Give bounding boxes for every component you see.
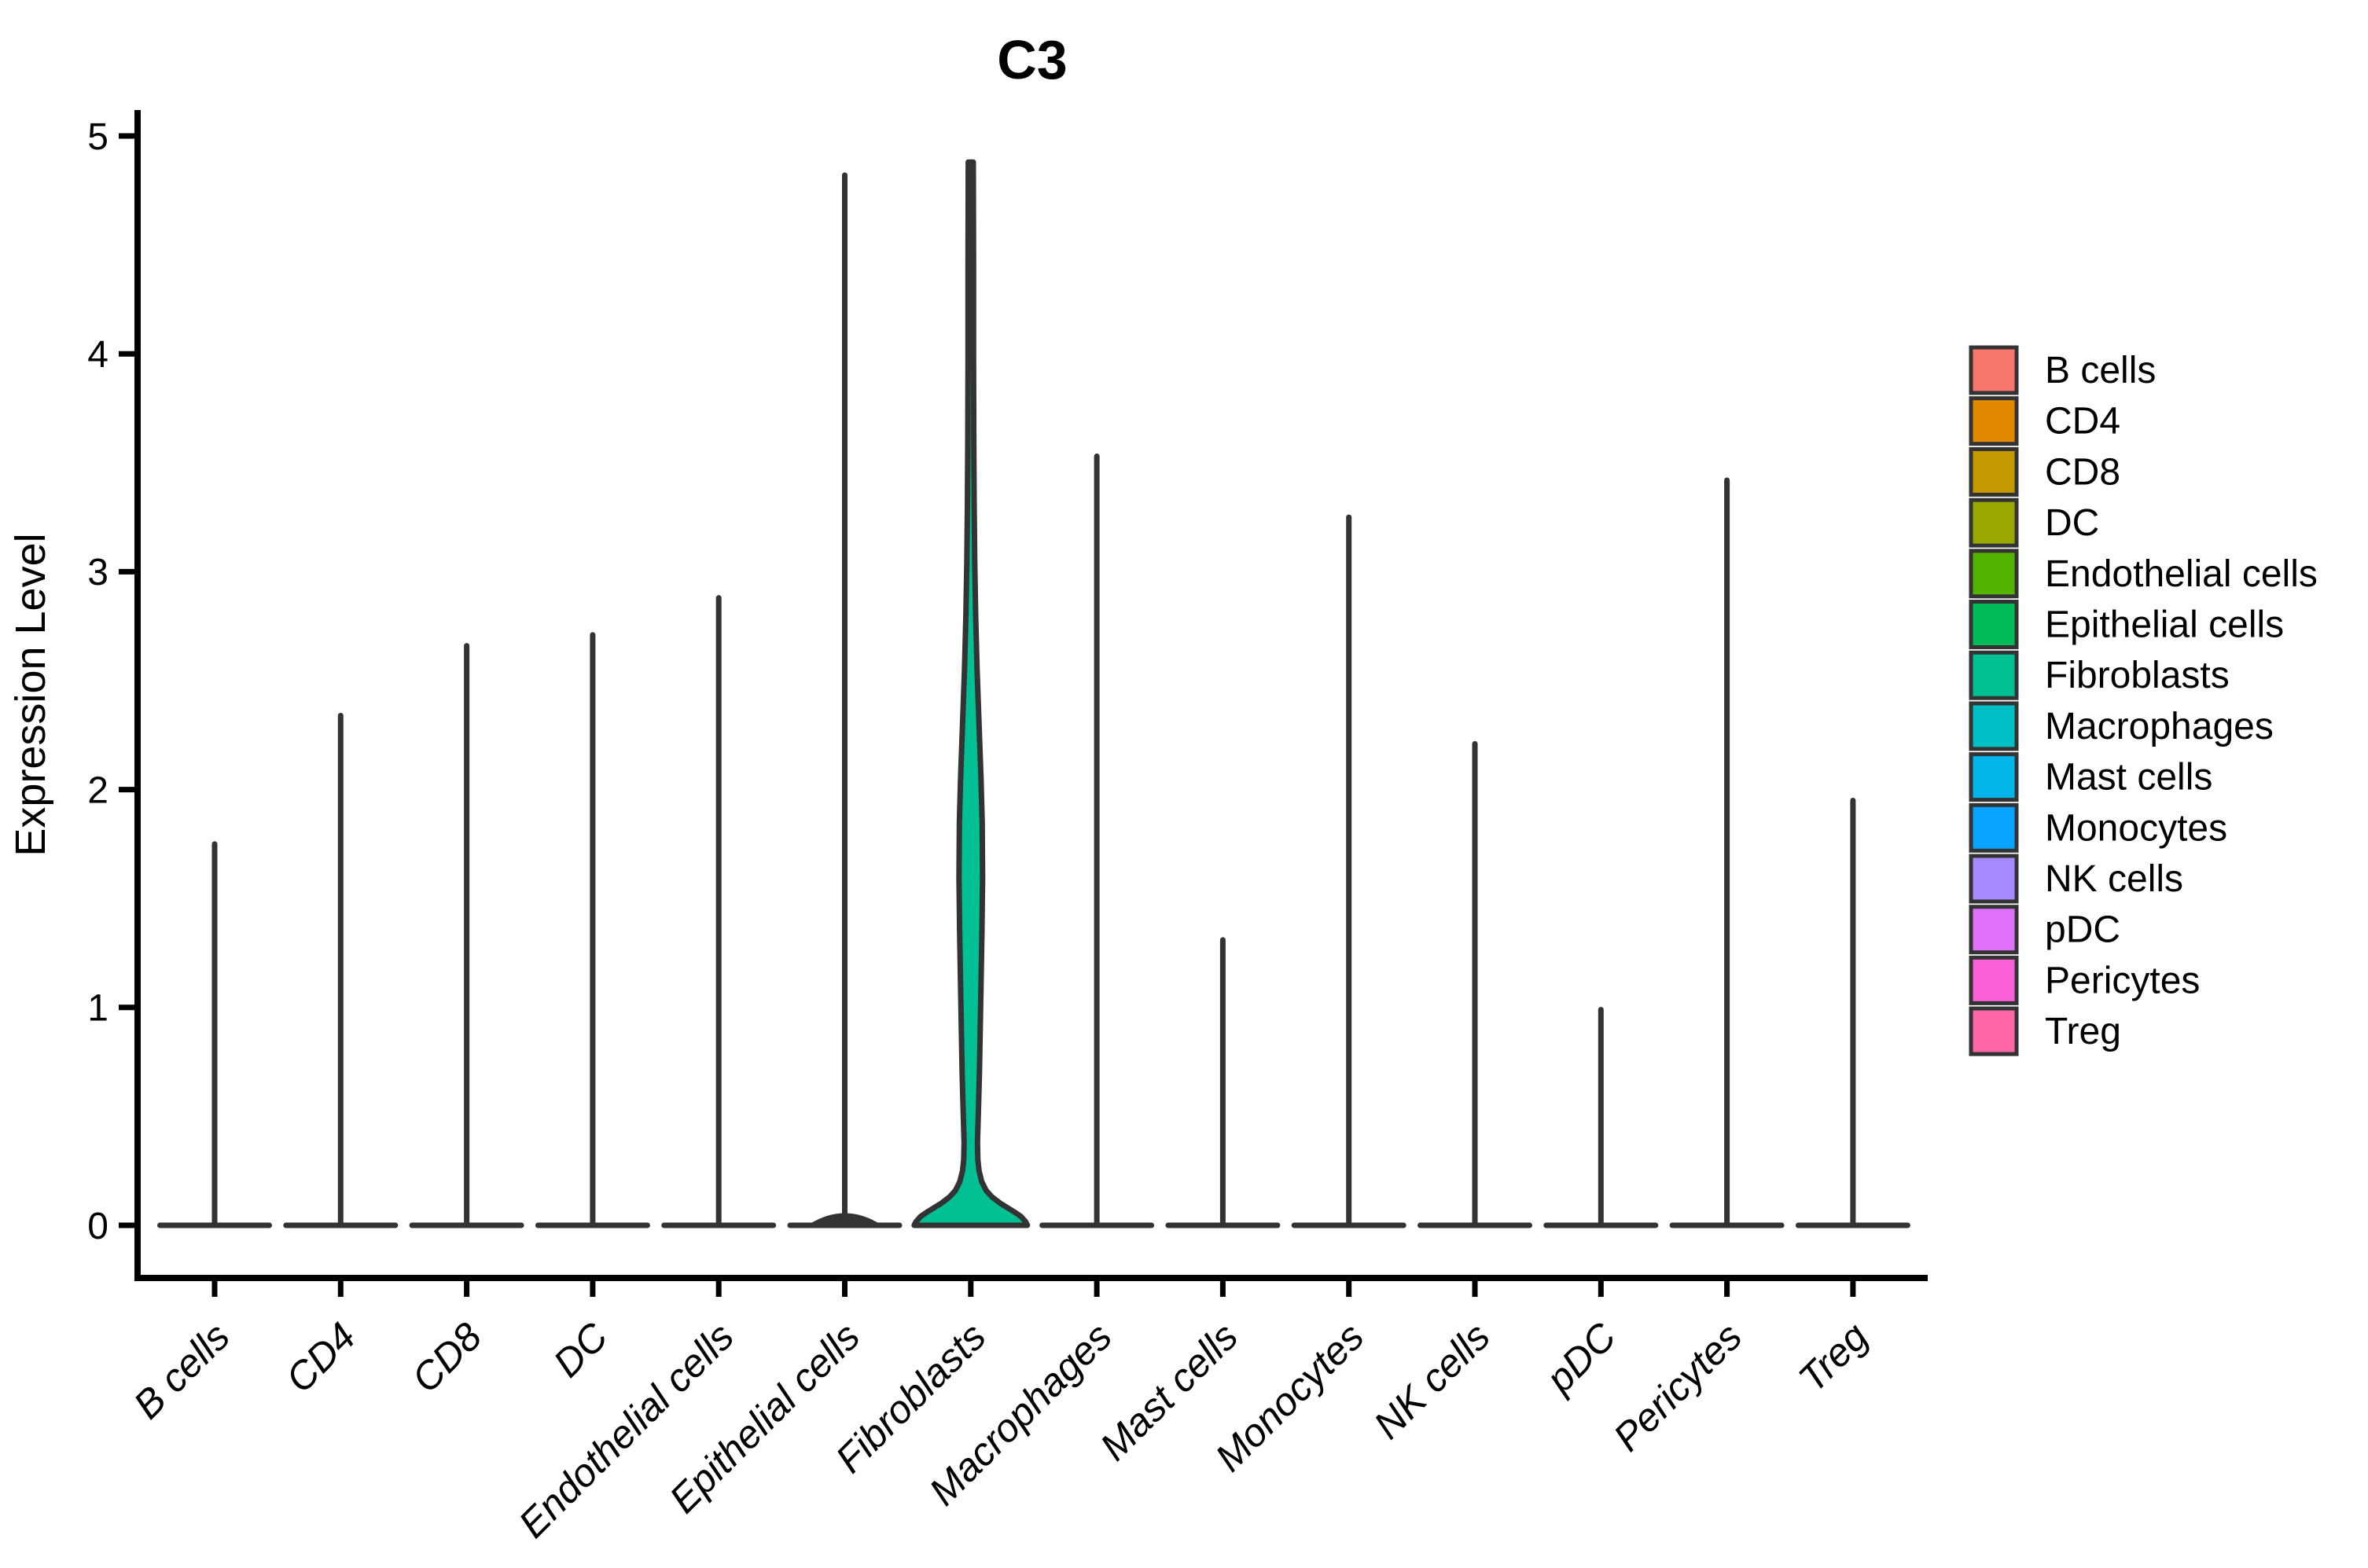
legend-label-pericytes: Pericytes	[2045, 960, 2200, 1001]
legend-swatch-macrophages	[1969, 701, 2019, 751]
legend-swatch-nk-cells	[1969, 854, 2019, 904]
y-tick-label: 0	[87, 1206, 108, 1247]
x-tick-label-dc: DC	[545, 1314, 616, 1386]
legend-swatch-monocytes	[1969, 802, 2019, 853]
legend-label-cd4: CD4	[2045, 401, 2120, 442]
x-tick-label-nk-cells: NK cells	[1366, 1314, 1498, 1447]
legend-swatch-epithelial-cells	[1969, 600, 2019, 649]
violin-b-cells	[157, 841, 272, 1228]
violin-cd8	[409, 643, 524, 1228]
legend-swatch-dc	[1969, 498, 2019, 548]
legend-label-treg: Treg	[2045, 1011, 2121, 1052]
violin-body	[911, 159, 1031, 1228]
legend-item-b-cells: B cells	[1969, 345, 2156, 395]
legend-label-dc: DC	[2045, 502, 2099, 544]
legend-label-b-cells: B cells	[2045, 350, 2156, 391]
legend-item-monocytes: Monocytes	[1969, 802, 2227, 853]
violin-cd4	[283, 712, 399, 1228]
legend: B cells CD4 CD8 DC Endothelial cells Epitheli…	[1969, 345, 2318, 1056]
violin-macrophages	[1039, 453, 1155, 1228]
violin-endothelial-cells	[661, 595, 777, 1228]
legend-item-fibroblasts: Fibroblasts	[1969, 650, 2230, 700]
y-tick-label: 3	[87, 552, 108, 593]
violin-nk-cells	[1417, 740, 1532, 1228]
legend-swatch-mast-cells	[1969, 752, 2019, 802]
x-tick-label-treg: Treg	[1790, 1314, 1877, 1401]
legend-swatch-b-cells	[1969, 345, 2019, 395]
x-tick-label-pdc: pDC	[1536, 1314, 1624, 1402]
violin-monocytes	[1291, 514, 1406, 1228]
violin-pdc	[1543, 1007, 1659, 1228]
legend-item-nk-cells: NK cells	[1969, 854, 2183, 904]
legend-item-endothelial-cells: Endothelial cells	[1969, 549, 2318, 599]
legend-label-epithelial-cells: Epithelial cells	[2045, 604, 2284, 646]
legend-swatch-endothelial-cells	[1969, 549, 2019, 599]
legend-swatch-pericytes	[1969, 955, 2019, 1005]
legend-swatch-pdc	[1969, 905, 2019, 955]
legend-swatch-cd8	[1969, 446, 2019, 497]
x-tick-label-b-cells: B cells	[125, 1314, 238, 1427]
legend-swatch-fibroblasts	[1969, 650, 2019, 700]
legend-label-fibroblasts: Fibroblasts	[2045, 655, 2230, 696]
violin-epithelial-cells	[787, 172, 903, 1228]
legend-item-pdc: pDC	[1969, 905, 2120, 955]
legend-label-nk-cells: NK cells	[2045, 858, 2183, 900]
legend-label-macrophages: Macrophages	[2045, 706, 2274, 747]
violin-mast-cells	[1165, 937, 1281, 1228]
violin-treg	[1795, 797, 1910, 1228]
y-tick-label: 1	[87, 988, 108, 1030]
legend-swatch-treg	[1969, 1006, 2019, 1056]
legend-label-cd8: CD8	[2045, 451, 2120, 493]
legend-item-mast-cells: Mast cells	[1969, 752, 2212, 802]
y-tick-label: 2	[87, 769, 108, 811]
violin-dc	[535, 632, 650, 1228]
legend-label-monocytes: Monocytes	[2045, 807, 2227, 849]
legend-swatch-cd4	[1969, 396, 2019, 446]
legend-item-cd4: CD4	[1969, 396, 2120, 446]
y-tick-label: 4	[87, 334, 108, 376]
legend-item-treg: Treg	[1969, 1006, 2121, 1056]
chart-title: C3	[997, 29, 1067, 90]
x-tick-label-endothelial-cells: Endothelial cells	[510, 1314, 742, 1546]
legend-item-pericytes: Pericytes	[1969, 955, 2200, 1005]
legend-label-pdc: pDC	[2045, 909, 2120, 951]
x-tick-label-cd4: CD4	[278, 1314, 364, 1401]
y-axis-title: Expression Level	[7, 533, 54, 856]
legend-item-macrophages: Macrophages	[1969, 701, 2274, 751]
legend-label-endothelial-cells: Endothelial cells	[2045, 553, 2318, 595]
violin-pericytes	[1669, 477, 1785, 1228]
legend-item-epithelial-cells: Epithelial cells	[1969, 600, 2284, 649]
y-tick-label: 5	[87, 116, 108, 158]
legend-item-cd8: CD8	[1969, 446, 2120, 497]
x-tick-label-cd8: CD8	[403, 1314, 490, 1401]
legend-item-dc: DC	[1969, 498, 2099, 548]
violin-fibroblasts	[911, 159, 1031, 1228]
x-tick-label-pericytes: Pericytes	[1605, 1314, 1750, 1460]
legend-label-mast-cells: Mast cells	[2045, 757, 2212, 799]
